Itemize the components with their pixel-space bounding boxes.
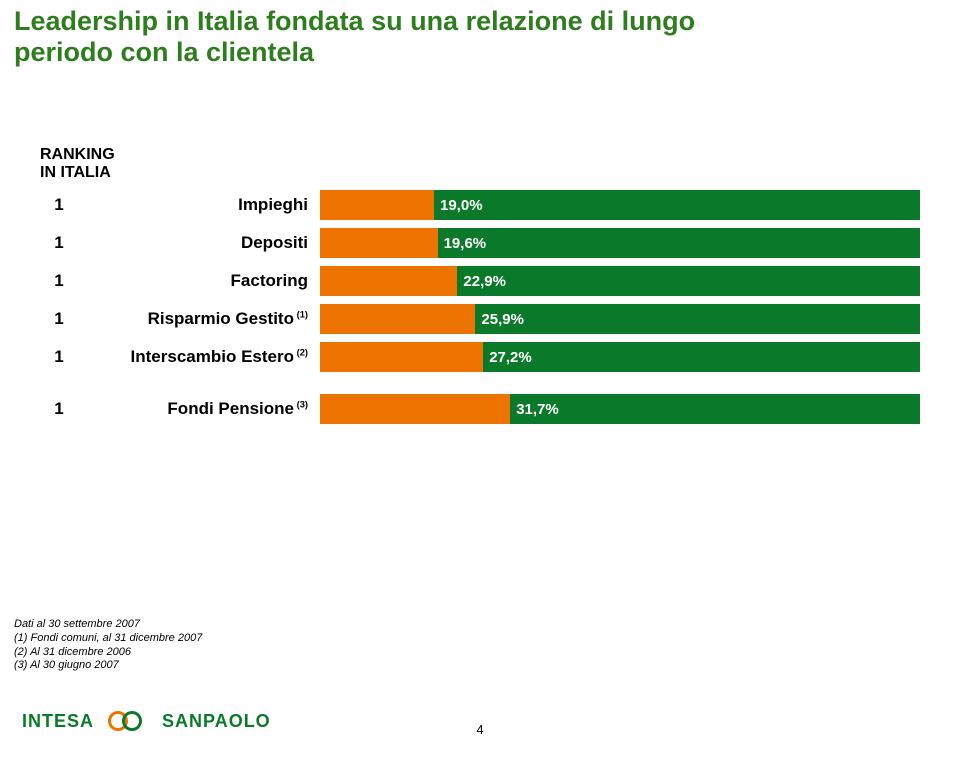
ranking-line2: IN ITALIA	[40, 164, 115, 182]
bar-value: 27,2%	[483, 342, 532, 372]
logo-text-sanpaolo: SANPAOLO	[154, 707, 279, 736]
ranking-bar-chart: 1Impieghi19,0%1Depositi19,6%1Factoring22…	[46, 190, 920, 432]
bar-value: 31,7%	[510, 394, 559, 424]
footnotes: Dati al 30 settembre 2007(1) Fondi comun…	[14, 618, 202, 673]
bar-fill	[320, 394, 510, 424]
bar-fill	[320, 304, 475, 334]
rank-cell: 1	[46, 195, 72, 215]
bar-area: 25,9%	[320, 304, 920, 334]
label-cell: Factoring	[72, 271, 320, 291]
label-cell: Risparmio Gestito (1)	[72, 309, 320, 329]
title-line1: Leadership in Italia fondata su una rela…	[14, 6, 695, 37]
chart-row: 1Depositi 19,6%	[46, 228, 920, 258]
label-cell: Depositi	[72, 233, 320, 253]
footnote-line: Dati al 30 settembre 2007	[14, 618, 202, 632]
chart-row: 1Interscambio Estero (2) 27,2%	[46, 342, 920, 372]
rank-cell: 1	[46, 233, 72, 253]
ranking-label: RANKING IN ITALIA	[40, 146, 115, 181]
footnote-line: (3) Al 30 giugno 2007	[14, 659, 202, 673]
chart-row: 1Factoring 22,9%	[46, 266, 920, 296]
label-cell: Impieghi	[72, 195, 320, 215]
label-super: (3)	[294, 399, 308, 409]
rank-cell: 1	[46, 399, 72, 419]
bar-value: 19,6%	[438, 228, 487, 258]
bar-area: 19,0%	[320, 190, 920, 220]
bar-value: 25,9%	[475, 304, 524, 334]
rank-cell: 1	[46, 309, 72, 329]
logo-rings-icon	[108, 706, 148, 736]
page-title: Leadership in Italia fondata su una rela…	[14, 6, 695, 68]
label-super: (1)	[294, 309, 308, 319]
footnote-line: (1) Fondi comuni, al 31 dicembre 2007	[14, 632, 202, 646]
ring-right	[122, 711, 142, 731]
chart-row: 1Fondi Pensione (3) 31,7%	[46, 394, 920, 424]
bar-value: 19,0%	[434, 190, 483, 220]
bar-fill	[320, 266, 457, 296]
rank-cell: 1	[46, 347, 72, 367]
company-logo: INTESA SANPAOLO	[14, 699, 279, 743]
bar-fill	[320, 342, 483, 372]
bar-fill	[320, 190, 434, 220]
page-number: 4	[476, 722, 483, 737]
chart-row: 1Impieghi 19,0%	[46, 190, 920, 220]
bar-area: 31,7%	[320, 394, 920, 424]
label-cell: Fondi Pensione (3)	[72, 399, 320, 419]
bar-area: 19,6%	[320, 228, 920, 258]
rank-cell: 1	[46, 271, 72, 291]
bar-value: 22,9%	[457, 266, 506, 296]
chart-row: 1Risparmio Gestito (1) 25,9%	[46, 304, 920, 334]
bar-fill	[320, 228, 438, 258]
ranking-line1: RANKING	[40, 146, 115, 164]
label-cell: Interscambio Estero (2)	[72, 347, 320, 367]
footnote-line: (2) Al 31 dicembre 2006	[14, 646, 202, 660]
logo-text-intesa: INTESA	[14, 707, 102, 736]
bar-area: 27,2%	[320, 342, 920, 372]
bar-area: 22,9%	[320, 266, 920, 296]
title-line2: periodo con la clientela	[14, 37, 695, 68]
label-super: (2)	[294, 347, 308, 357]
